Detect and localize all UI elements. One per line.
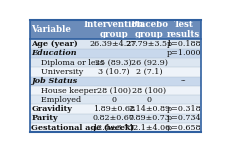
Bar xyxy=(30,39,201,49)
Text: Test
results: Test results xyxy=(167,21,200,39)
Bar xyxy=(30,114,201,123)
Text: Gestational age (week): Gestational age (week) xyxy=(31,124,135,132)
Text: 12.4±3.77: 12.4±3.77 xyxy=(92,124,135,132)
Text: Education: Education xyxy=(31,49,77,57)
Bar xyxy=(30,67,201,76)
Text: Placebo
group: Placebo group xyxy=(130,21,169,39)
Text: 28 (100): 28 (100) xyxy=(133,87,166,94)
Text: p=0.734: p=0.734 xyxy=(166,114,201,122)
Text: 2.14±0.89: 2.14±0.89 xyxy=(128,105,171,113)
Text: --: -- xyxy=(181,77,187,85)
Text: House keeper: House keeper xyxy=(31,87,98,94)
Text: 0.89±0.73: 0.89±0.73 xyxy=(128,114,170,122)
Text: 0: 0 xyxy=(147,96,152,104)
Bar xyxy=(30,104,201,114)
Bar xyxy=(30,58,201,67)
Text: 28 (100): 28 (100) xyxy=(97,87,131,94)
Text: 26 (92.9): 26 (92.9) xyxy=(131,59,168,67)
Text: University: University xyxy=(31,68,83,76)
Bar xyxy=(30,86,201,95)
Text: 0: 0 xyxy=(111,96,116,104)
Text: p=0.318: p=0.318 xyxy=(166,105,201,113)
Text: Diploma or less: Diploma or less xyxy=(31,59,104,67)
Text: Intervention
group: Intervention group xyxy=(83,21,144,39)
Text: Employed: Employed xyxy=(31,96,81,104)
Bar xyxy=(30,123,201,132)
Text: 12.1±4.06: 12.1±4.06 xyxy=(128,124,171,132)
Text: Age (year): Age (year) xyxy=(31,40,78,48)
Text: p=0.658: p=0.658 xyxy=(166,124,201,132)
Text: 2 (7.1): 2 (7.1) xyxy=(136,68,163,76)
Text: 0.82±0.67: 0.82±0.67 xyxy=(93,114,135,122)
Text: p=1.000: p=1.000 xyxy=(166,49,201,57)
Bar xyxy=(30,20,201,39)
Text: 1.89±0.68: 1.89±0.68 xyxy=(93,105,135,113)
Text: Job Status: Job Status xyxy=(31,77,78,85)
Bar xyxy=(30,76,201,86)
Text: 26.39±4.27: 26.39±4.27 xyxy=(90,40,137,48)
Text: Variable: Variable xyxy=(31,25,71,34)
Text: 27.79±3.51: 27.79±3.51 xyxy=(126,40,173,48)
Bar xyxy=(30,95,201,104)
Bar xyxy=(30,49,201,58)
Text: Parity: Parity xyxy=(31,114,58,122)
Text: p=0.188: p=0.188 xyxy=(166,40,201,48)
Text: 3 (10.7): 3 (10.7) xyxy=(98,68,129,76)
Text: Gravidity: Gravidity xyxy=(31,105,72,113)
Text: 25 (89.3): 25 (89.3) xyxy=(95,59,132,67)
